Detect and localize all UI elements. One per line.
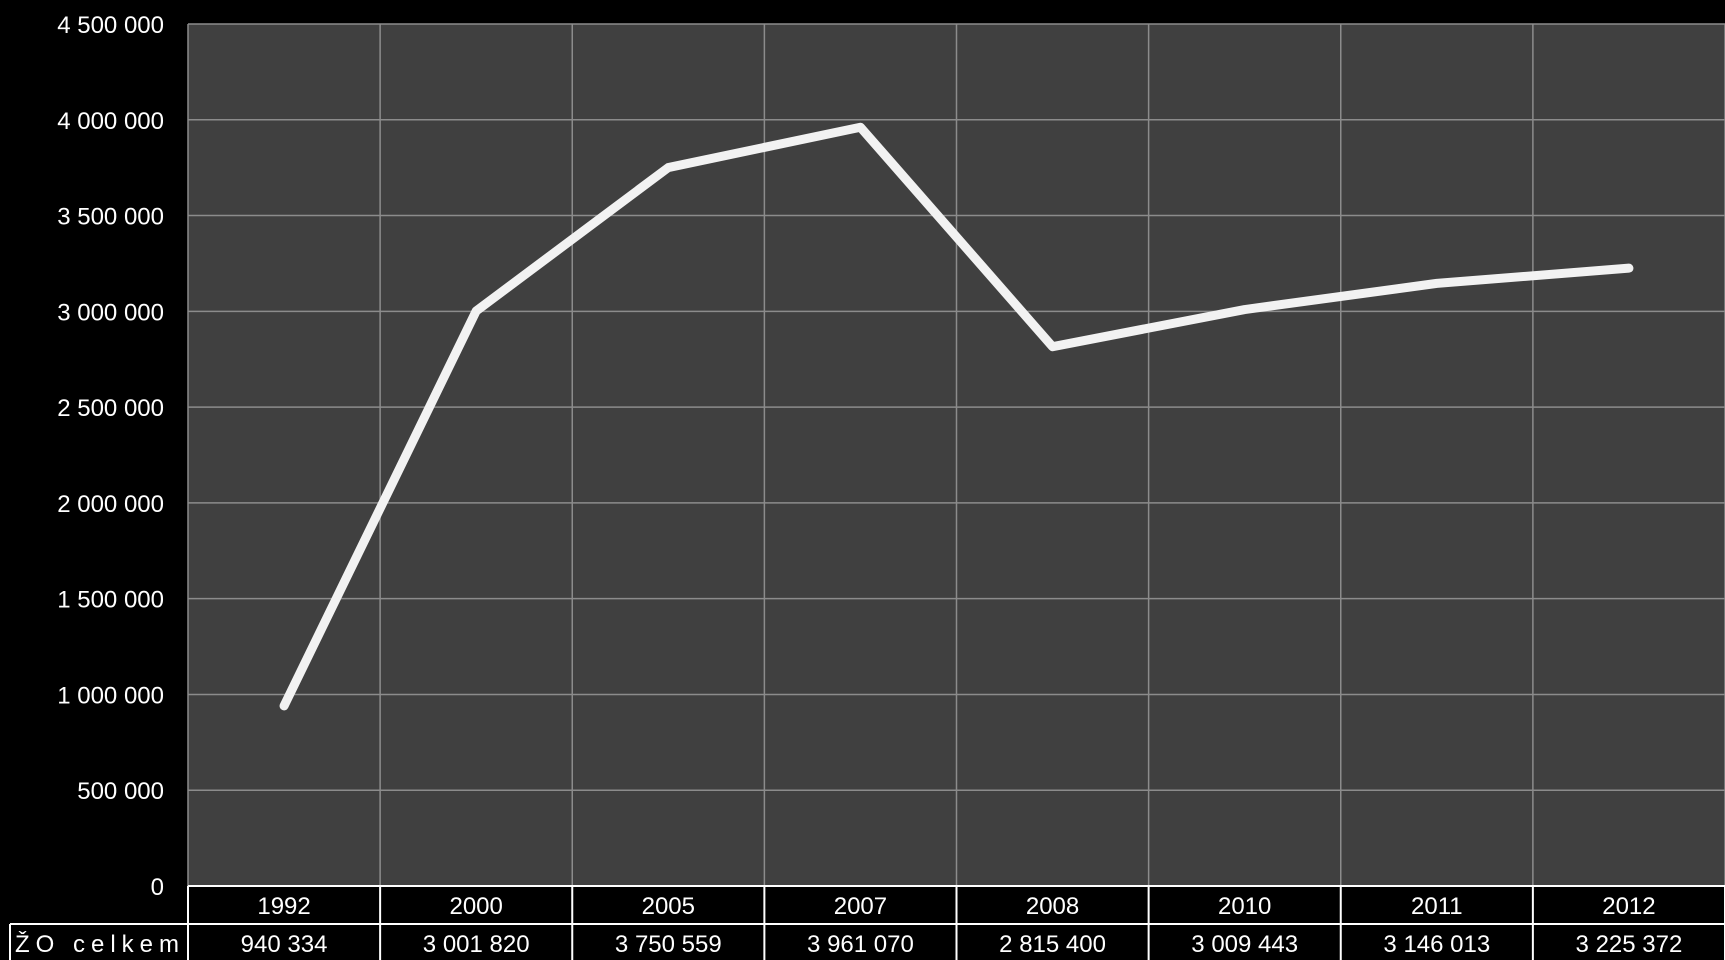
data-point (667, 167, 669, 169)
series-line (279, 122, 1634, 711)
y-axis: 0 500 000 1 000 000 1 500 000 2 000 000 2 500… (57, 12, 164, 901)
table-value-cell: 2 815 400 (999, 931, 1106, 958)
table-value-cell: 940 334 (241, 931, 328, 958)
data-point (1628, 267, 1630, 269)
data-point (1436, 282, 1438, 284)
table-value-cell: 3 009 443 (1191, 931, 1298, 958)
y-tick-label: 1 500 000 (57, 587, 164, 614)
table-series-label: ŽO celkem (15, 931, 185, 958)
data-point (1052, 346, 1054, 348)
x-category-label: 2012 (1602, 893, 1655, 920)
table-value-cell: 3 961 070 (807, 931, 914, 958)
x-category-label: 1992 (257, 893, 310, 920)
table-value-cell: 3 225 372 (1576, 931, 1683, 958)
y-tick-label: 0 (151, 874, 164, 901)
data-table: 1992 2000 2005 2007 2008 2010 2011 2012 ŽO celke… (9, 885, 1725, 960)
y-tick-label: 4 000 000 (57, 108, 164, 135)
y-tick-label: 2 500 000 (57, 395, 164, 422)
x-category-label: 2007 (834, 893, 887, 920)
y-tick-label: 2 000 000 (57, 491, 164, 518)
y-tick-label: 3 500 000 (57, 204, 164, 231)
x-category-label: 2005 (642, 893, 695, 920)
y-tick-label: 4 500 000 (57, 12, 164, 39)
x-category-label: 2000 (449, 893, 502, 920)
table-value-cell: 3 750 559 (615, 931, 722, 958)
data-point (1244, 309, 1246, 311)
x-category-label: 2011 (1411, 893, 1463, 920)
x-category-label: 2010 (1218, 893, 1271, 920)
data-point (475, 310, 477, 312)
table-value-cell: 3 146 013 (1383, 931, 1490, 958)
y-tick-label: 1 000 000 (57, 682, 164, 709)
series-layer (279, 122, 1634, 711)
table-value-cell: 3 001 820 (423, 931, 530, 958)
y-tick-label: 3 000 000 (57, 299, 164, 326)
data-point (859, 126, 861, 128)
gridlines (187, 23, 1725, 887)
x-category-label: 2008 (1026, 893, 1079, 920)
data-point (283, 705, 285, 707)
y-tick-label: 500 000 (77, 778, 164, 805)
